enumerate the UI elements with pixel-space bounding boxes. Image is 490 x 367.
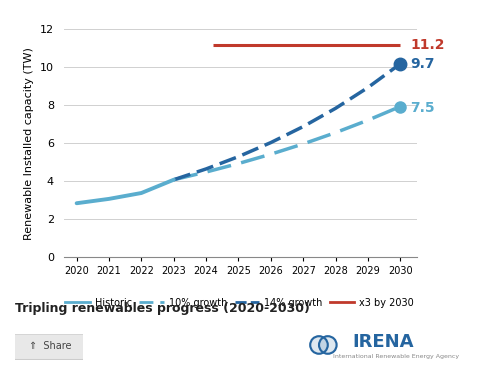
Y-axis label: Renewable Installed capacity (TW): Renewable Installed capacity (TW) (24, 47, 34, 240)
Text: 11.2: 11.2 (410, 37, 444, 51)
Text: IRENA: IRENA (353, 333, 415, 351)
Text: 7.5: 7.5 (410, 101, 435, 115)
Text: Tripling renewables progress (2020-2030): Tripling renewables progress (2020-2030) (15, 302, 310, 315)
FancyBboxPatch shape (12, 334, 86, 360)
Text: ⇑  Share: ⇑ Share (29, 341, 72, 351)
Circle shape (319, 337, 336, 353)
Circle shape (311, 337, 327, 353)
Text: International Renewable Energy Agency: International Renewable Energy Agency (333, 354, 459, 359)
Legend: Historic, 10% growth, 14% growth, x3 by 2030: Historic, 10% growth, 14% growth, x3 by … (62, 294, 418, 311)
Text: 9.7: 9.7 (410, 57, 435, 71)
